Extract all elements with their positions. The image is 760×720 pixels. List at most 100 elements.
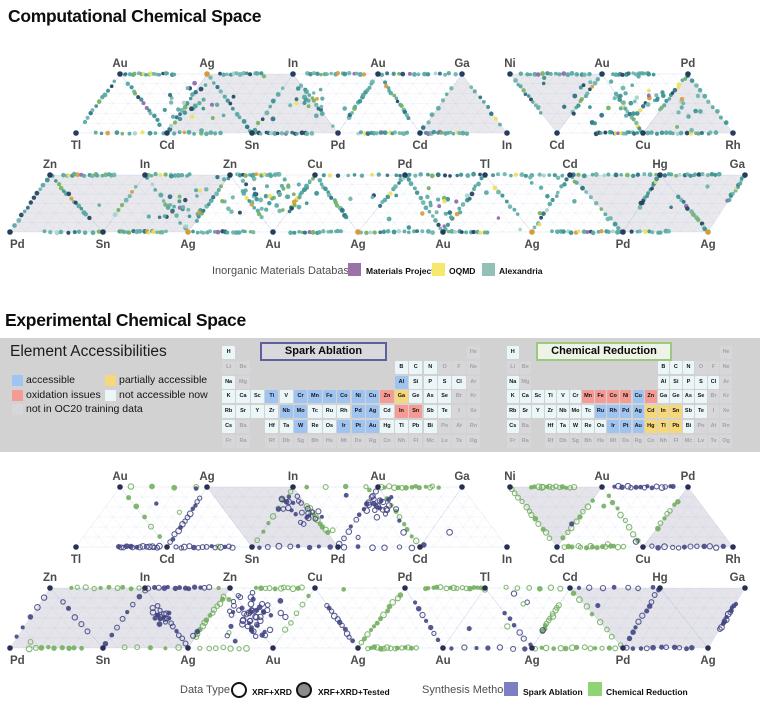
element-cell-S: S: [695, 375, 707, 389]
element-cell-Cs: Cs: [507, 420, 519, 433]
ternary-vertex-label-Au: Au: [112, 58, 127, 70]
element-cell-Tc: Tc: [582, 405, 594, 419]
ternary-vertex-label-Pd: Pd: [681, 58, 696, 70]
ternary-vertex-label-Pd: Pd: [331, 554, 346, 566]
element-cell-Lv: Lv: [695, 434, 707, 448]
element-cell-S: S: [438, 375, 452, 389]
element-cell-Ne: Ne: [720, 360, 732, 374]
data-type-label: Data Type: [180, 684, 230, 696]
ternary-vertex-label-Rh: Rh: [725, 140, 740, 152]
element-cell-Hf: Hf: [265, 420, 279, 433]
element-cell-Og: Og: [720, 434, 732, 448]
ternary-vertex-label-Au: Au: [265, 655, 280, 667]
scatter-layer: [7, 171, 748, 236]
ternary-vertex-label-Sn: Sn: [96, 655, 111, 667]
element-cell-Ir: Ir: [337, 420, 351, 433]
element-cell-I: I: [452, 405, 466, 419]
element-cell-Nh: Nh: [394, 434, 408, 448]
db-swatch-2: [482, 263, 495, 276]
element-cell-Bh: Bh: [582, 434, 594, 448]
element-cell-Cu: Cu: [366, 390, 380, 404]
element-cell-Ar: Ar: [720, 375, 732, 389]
database-legend-label: Inorganic Materials Database: [212, 265, 356, 277]
ternary-vertex-label-In: In: [502, 554, 512, 566]
element-cell-C: C: [409, 360, 423, 374]
ternary-vertex-label-Cd: Cd: [159, 554, 174, 566]
element-cell-He: He: [466, 346, 480, 359]
ternary-vertex-label-Tl: Tl: [480, 572, 490, 584]
ternary-vertex-label-Cd: Cd: [549, 140, 564, 152]
spark-ablation-swatch: [504, 682, 518, 696]
spark-ablation-header: Spark Ablation: [260, 342, 387, 361]
xrf-xrd-label: XRF+XRD: [252, 687, 292, 697]
xrf-xrd-open-circle-icon: [231, 682, 247, 698]
ternary-vertex-label-Cd: Cd: [159, 140, 174, 152]
db-label-0: Materials Project: [366, 266, 435, 276]
accessibility-label-no: not accessible now: [119, 388, 208, 401]
element-cell-Kr: Kr: [720, 390, 732, 404]
mesh-layer: [75, 486, 508, 548]
ternary-vertex-label-Zn: Zn: [223, 159, 237, 171]
ternary-vertex-label-Ag: Ag: [180, 655, 195, 667]
ternary-vertex-label-Tl: Tl: [480, 159, 490, 171]
element-cell-K: K: [222, 390, 236, 404]
ternary-vertex-label-Tl: Tl: [71, 554, 81, 566]
element-cell-Xe: Xe: [466, 405, 480, 419]
db-label-1: OQMD: [449, 266, 476, 276]
element-cell-Sb: Sb: [423, 405, 437, 419]
element-cell-Se: Se: [695, 390, 707, 404]
element-cell-Bi: Bi: [682, 420, 695, 433]
element-cell-Sr: Sr: [519, 405, 532, 419]
element-cell-O: O: [438, 360, 452, 374]
element-cell-Be: Be: [519, 360, 532, 374]
ternary-strip-exp-1b: Ni Cd Au Cu Pd Rh: [504, 471, 740, 566]
ternary-vertex-label-Zn: Zn: [223, 572, 237, 584]
element-cell-Mo: Mo: [294, 405, 308, 419]
element-cell-Sc: Sc: [532, 390, 544, 404]
element-cell-At: At: [452, 420, 466, 433]
ternary-vertex-label-Au: Au: [370, 58, 385, 70]
accessibility-swatch-no: [105, 389, 116, 401]
element-cell-Hf: Hf: [544, 420, 557, 433]
element-cell-Te: Te: [438, 405, 452, 419]
ternary-vertex-label-Ag: Ag: [350, 239, 365, 251]
element-cell-Rf: Rf: [265, 434, 279, 448]
accessibility-swatch-ox: [12, 389, 23, 401]
element-cell-Au: Au: [632, 420, 644, 433]
db-swatch-1: [432, 263, 445, 276]
element-cell-Rn: Rn: [466, 420, 480, 433]
element-cell-Cn: Cn: [380, 434, 394, 448]
element-cell-Nb: Nb: [279, 405, 293, 419]
ternary-strip-comp-1a: Tl Au Cd Ag Sn In Pd Au Cd Ga In: [71, 58, 512, 152]
element-cell-Fr: Fr: [507, 434, 519, 448]
ternary-vertex-label-Pd: Pd: [10, 655, 25, 667]
element-cell-F: F: [707, 360, 720, 374]
ternary-vertex-label-Zn: Zn: [43, 572, 57, 584]
element-cell-Cl: Cl: [707, 375, 720, 389]
synthesis-method-label: Synthesis Method: [422, 684, 510, 696]
xrf-xrd-tested-filled-circle-icon: [296, 682, 312, 698]
ternary-vertex-label-Au: Au: [265, 239, 280, 251]
element-cell-Fe: Fe: [322, 390, 336, 404]
element-cell-Ts: Ts: [452, 434, 466, 448]
ternary-vertex-label-Ga: Ga: [454, 471, 470, 483]
ternary-vertex-label-Cu: Cu: [307, 159, 322, 171]
element-accessibilities-title: Element Accessibilities: [10, 343, 167, 360]
db-swatch-0: [348, 263, 361, 276]
element-cell-Ga: Ga: [394, 390, 408, 404]
element-cell-Ga: Ga: [657, 390, 670, 404]
labels-layer: Tl Au Cd Ag Sn In Pd Au Cd Ga In: [71, 471, 512, 566]
labels-layer: Pd Zn Sn In Ag Zn Au Cu Ag Pd Au Tl Ag Cd Pd Hg Ag Ga: [10, 572, 746, 667]
ternary-strip-comp-1b: Ni Cd Au Cu Pd Rh: [504, 58, 740, 152]
ternary-vertex-label-Hg: Hg: [652, 159, 667, 171]
labels-layer: Ni Cd Au Cu Pd Rh: [504, 471, 740, 566]
element-cell-Mt: Mt: [607, 434, 619, 448]
element-cell-Hs: Hs: [322, 434, 336, 448]
ternary-vertex-label-Hg: Hg: [652, 572, 667, 584]
element-cell-Nb: Nb: [557, 405, 569, 419]
element-cell-Re: Re: [582, 420, 594, 433]
element-cell-Os: Os: [322, 420, 336, 433]
accessibility-swatch-part: [105, 375, 116, 386]
ternary-vertex-label-In: In: [288, 58, 298, 70]
element-cell-Cr: Cr: [294, 390, 308, 404]
